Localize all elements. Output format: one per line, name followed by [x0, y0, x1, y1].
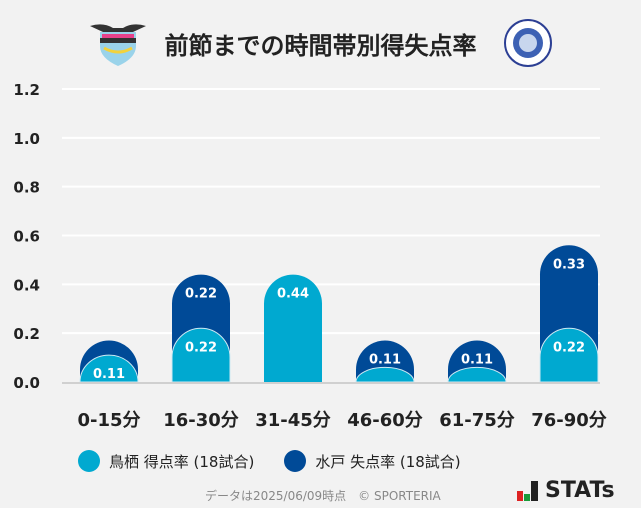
y-tick-label: 1.2 — [13, 81, 40, 99]
data-label-mito: 0.11 — [461, 352, 493, 367]
y-tick-label: 0.2 — [13, 325, 40, 343]
data-label-tosu: 0.22 — [553, 340, 585, 355]
bar-tosu-scored — [447, 366, 507, 383]
legend-item-mito: 水戸 失点率 (18試合) — [284, 450, 461, 472]
x-tick-label: 61-75分 — [439, 410, 515, 431]
legend-label: 水戸 失点率 (18試合) — [315, 452, 461, 471]
bar-tosu-scored — [79, 354, 139, 383]
legend-item-tosu: 鳥栖 得点率 (18試合) — [78, 450, 254, 472]
data-label-mito: 0.11 — [369, 352, 401, 367]
y-tick-label: 0.0 — [13, 374, 40, 392]
bar-tosu-scored — [539, 327, 599, 383]
x-tick-label: 16-30分 — [163, 410, 239, 431]
chart-title: 前節までの時間帯別得失点率 — [164, 32, 477, 60]
bar-tosu-scored — [264, 274, 322, 382]
legend-swatch — [78, 450, 100, 472]
y-tick-label: 0.8 — [13, 179, 40, 197]
sagan-tosu-logo — [90, 24, 146, 66]
data-label-mito: 0.22 — [185, 287, 217, 302]
footer-note: データは2025/06/09時点 © SPORTERIA — [205, 489, 441, 503]
bar-tosu-scored — [171, 327, 231, 383]
data-label-tosu: 0.11 — [93, 367, 125, 382]
stats-logo-icon — [517, 480, 538, 501]
data-label-mito: 0.33 — [553, 257, 585, 272]
legend: 鳥栖 得点率 (18試合) 水戸 失点率 (18試合) — [78, 450, 461, 472]
legend-swatch — [284, 450, 307, 472]
stats-brand: STATs — [517, 478, 615, 503]
x-tick-label: 31-45分 — [255, 410, 331, 431]
y-tick-label: 0.6 — [13, 228, 40, 246]
y-tick-label: 0.4 — [13, 276, 40, 294]
legend-label: 鳥栖 得点率 (18試合) — [109, 452, 255, 471]
brand-text: STATs — [545, 478, 615, 503]
x-tick-label: 0-15分 — [77, 410, 140, 431]
bar-tosu-scored — [355, 366, 415, 383]
mito-hollyhock-logo — [504, 19, 552, 67]
x-tick-label: 46-60分 — [347, 410, 423, 431]
bar-chart: 0.0 0.2 0.4 0.6 0.8 1.0 1.2 0.11 0-15分 0.22 0.22 16… — [13, 81, 607, 431]
data-label-tosu: 0.44 — [277, 287, 309, 302]
data-label-tosu: 0.22 — [185, 340, 217, 355]
x-tick-label: 76-90分 — [531, 410, 607, 431]
y-tick-label: 1.0 — [13, 130, 40, 148]
